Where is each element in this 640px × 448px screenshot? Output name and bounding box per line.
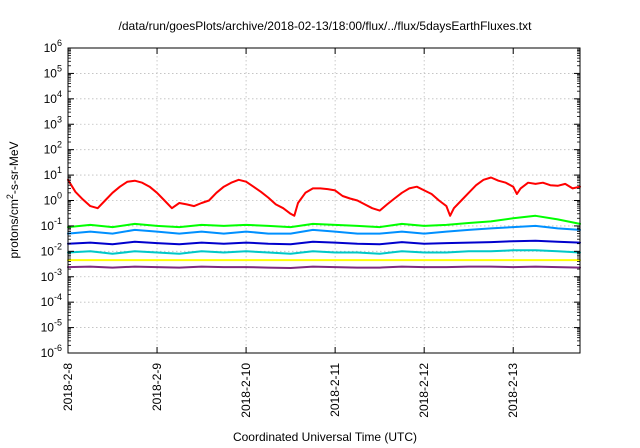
series-line-7 [67, 265, 581, 269]
x-tick-label: 2018-2-11 [328, 363, 342, 417]
x-tick-label: 2018-2-12 [417, 363, 431, 418]
axis-ticks [67, 47, 580, 354]
series-line-5 [67, 249, 581, 255]
y-tick-label: 103 [44, 114, 62, 131]
series-line-3 [67, 224, 581, 235]
y-tick-labels: 106 105 104 103 102 101 100 10-1 10-2 10-3 10-4 10-… [41, 38, 62, 360]
series-line-2 [67, 214, 581, 229]
y-axis-label-post: -s-sr-MeV [7, 141, 21, 194]
x-tick-label: 2018-2-13 [506, 363, 520, 418]
y-tick-label: 10-4 [41, 292, 62, 309]
chart-title: /data/run/goesPlots/archive/2018-02-13/1… [119, 19, 533, 33]
y-tick-label: 10-5 [41, 318, 62, 335]
y-tick-label: 100 [44, 191, 62, 208]
series-lines [67, 176, 581, 269]
y-tick-label: 10-1 [41, 216, 62, 233]
y-tick-label: 101 [44, 165, 62, 182]
y-tick-label: 10-2 [41, 241, 62, 258]
y-tick-label: 102 [44, 140, 62, 157]
y-axis-label: protons/cm2-s-sr-MeV [5, 141, 21, 258]
x-tick-labels: 2018-2-8 2018-2-9 2018-2-10 2018-2-11 2018-2… [61, 363, 520, 418]
y-tick-label: 10-6 [41, 343, 62, 360]
series-line-4 [67, 239, 581, 246]
y-axis-label-sup: 2 [5, 194, 15, 199]
y-tick-label: 105 [44, 63, 62, 80]
y-tick-label: 10-3 [41, 267, 62, 284]
y-tick-label: 104 [44, 89, 62, 106]
series-line-1 [67, 176, 581, 217]
x-tick-label: 2018-2-10 [239, 363, 253, 418]
y-axis-label-pre: protons/cm [7, 199, 21, 258]
x-tick-label: 2018-2-9 [150, 363, 164, 411]
x-axis-label: Coordinated Universal Time (UTC) [233, 430, 417, 444]
y-tick-label: 106 [44, 38, 62, 55]
grid-lines [68, 48, 580, 353]
x-tick-label: 2018-2-8 [61, 363, 75, 411]
